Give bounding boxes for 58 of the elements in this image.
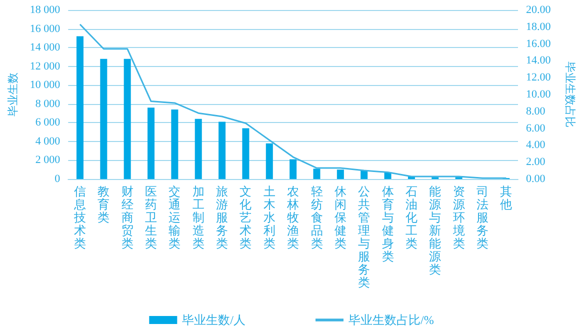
y2-tick-label: 8.00 bbox=[526, 105, 546, 118]
x-tick-label: 能源与新能源类 bbox=[429, 184, 442, 276]
x-tick-label: 信息技术类 bbox=[72, 184, 86, 250]
y2-tick-label: 12.00 bbox=[526, 72, 552, 84]
x-tick-label: 医药卫生类 bbox=[145, 184, 158, 250]
legend-label: 毕业生数/人 bbox=[182, 313, 246, 327]
y2-tick-label: 0.00 bbox=[526, 173, 546, 185]
bar bbox=[218, 122, 226, 179]
legend-label: 毕业生数占比/% bbox=[348, 313, 434, 327]
y2-axis-title: 毕业生数占比 bbox=[564, 62, 576, 128]
x-tick-label: 司法服务类 bbox=[476, 184, 488, 250]
y2-tick-label: 4.00 bbox=[526, 139, 546, 152]
bar bbox=[171, 110, 178, 179]
bar bbox=[194, 118, 202, 179]
x-tick-label: 石油化工类 bbox=[405, 184, 418, 250]
y2-tick-label: 18.00 bbox=[526, 20, 552, 33]
bar bbox=[76, 36, 84, 179]
y2-tick-label: 10.00 bbox=[526, 88, 552, 100]
bar bbox=[148, 108, 155, 179]
x-tick-label: 轻纺食品类 bbox=[310, 184, 323, 250]
line-series bbox=[79, 24, 507, 179]
y-tick-label: 10 000 bbox=[30, 79, 61, 92]
x-tick-label: 休闲保健类 bbox=[334, 184, 346, 250]
y-tick-label: 4 000 bbox=[35, 135, 61, 148]
bar bbox=[266, 143, 273, 179]
x-tick-label: 其他 bbox=[500, 184, 512, 212]
x-tick-label: 公共管理与服务类 bbox=[358, 184, 370, 290]
x-tick-label: 资源环境类 bbox=[452, 184, 465, 250]
bar bbox=[124, 58, 131, 179]
y-tick-label: 0 bbox=[54, 173, 61, 185]
x-tick-label: 体育与健身类 bbox=[382, 184, 394, 264]
y-tick-label: 16 000 bbox=[30, 22, 61, 35]
y-axis-title: 毕业生数 bbox=[6, 72, 20, 116]
bar bbox=[313, 168, 320, 179]
y2-tick-label: 14.00 bbox=[526, 54, 552, 67]
x-tick-label: 农林牧渔类 bbox=[286, 184, 300, 250]
y-tick-label: 2 000 bbox=[35, 154, 61, 166]
x-tick-label: 教育类 bbox=[98, 184, 110, 224]
y2-tick-label: 2.00 bbox=[526, 156, 546, 168]
x-tick-label: 土木水利类 bbox=[263, 184, 276, 250]
x-tick-label: 旅游服务类 bbox=[216, 184, 228, 250]
y-tick-label: 18 000 bbox=[30, 4, 61, 16]
x-tick-label: 交通运输类 bbox=[168, 184, 181, 250]
y-tick-label: 8 000 bbox=[35, 98, 61, 110]
bar bbox=[242, 128, 250, 179]
y2-tick-label: 6.00 bbox=[526, 122, 546, 134]
y-tick-label: 6 000 bbox=[35, 116, 61, 129]
y-tick-label: 14 000 bbox=[30, 42, 61, 54]
x-tick-label: 财经商贸类 bbox=[121, 184, 134, 250]
x-tick-label: 加工制造类 bbox=[192, 184, 204, 250]
y2-tick-label: 20.00 bbox=[526, 4, 552, 16]
bar bbox=[290, 159, 297, 179]
bar bbox=[360, 170, 368, 179]
bar bbox=[336, 170, 344, 179]
y-tick-label: 12 000 bbox=[30, 60, 61, 72]
y2-tick-label: 16.00 bbox=[526, 38, 552, 50]
x-tick-label: 文化艺术类 bbox=[240, 184, 252, 250]
bar bbox=[100, 58, 108, 179]
